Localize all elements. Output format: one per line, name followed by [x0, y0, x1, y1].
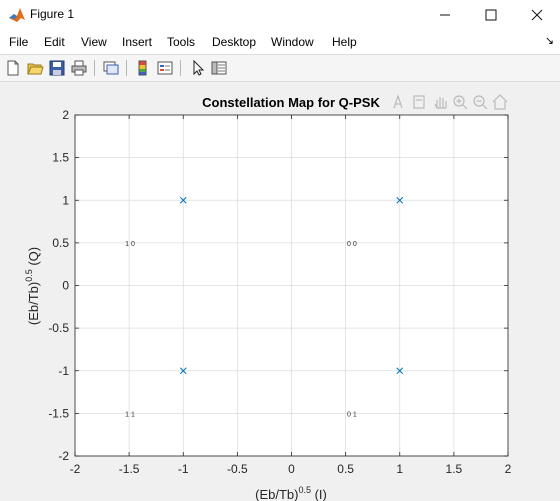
- x-tick-label: 0: [288, 462, 295, 476]
- y-axis-label-suffix: (Q): [26, 247, 41, 269]
- x-tick-label: -0.5: [227, 462, 248, 476]
- zoom-in-icon[interactable]: [453, 95, 468, 110]
- toolbar-separator: [180, 60, 181, 76]
- y-tick-label: -1.5: [48, 406, 69, 420]
- menu-file[interactable]: File: [9, 35, 29, 49]
- menu-edit[interactable]: Edit: [44, 35, 65, 49]
- data-point-marker: [396, 367, 404, 375]
- marker-stroke: [179, 367, 187, 375]
- property-inspector-icon[interactable]: [210, 59, 228, 77]
- menu-help[interactable]: Help: [332, 35, 357, 49]
- x-tick-labels: -2 -1.5 -1 -0.5 0 0.5 1 1.5 2: [70, 462, 512, 476]
- brush-icon[interactable]: [413, 95, 425, 109]
- y-tick-label: 0: [62, 279, 69, 293]
- x-tick-label: 2: [505, 462, 512, 476]
- pan-icon[interactable]: [434, 97, 447, 109]
- export-icon[interactable]: [393, 94, 403, 109]
- x-tick-label: -2: [70, 462, 81, 476]
- x-axis-label-suffix: (I): [311, 487, 327, 501]
- y-tick-label: -2: [58, 449, 69, 463]
- x-axis-label: (Eb/Tb)0.5 (I): [255, 485, 327, 501]
- point-annotation: 0 0: [347, 241, 357, 248]
- menu-tools[interactable]: Tools: [167, 35, 196, 49]
- menu-window[interactable]: Window: [271, 35, 314, 49]
- home-icon[interactable]: [492, 94, 508, 110]
- x-tick-label: 1: [396, 462, 403, 476]
- tick-marks: [74, 114, 509, 457]
- marker-stroke: [396, 367, 404, 375]
- y-axis-label-sup: 0.5: [24, 269, 34, 282]
- zoom-out-icon[interactable]: [473, 95, 488, 110]
- maximize-icon: [485, 9, 497, 21]
- chart-title: Constellation Map for Q-PSK: [202, 95, 380, 110]
- y-axis-label-base: (Eb/Tb): [26, 282, 41, 325]
- data-point-marker: [179, 196, 187, 204]
- point-annotation: 1 0: [125, 241, 135, 248]
- x-tick-label: 0.5: [337, 462, 354, 476]
- y-tick-label: -0.5: [48, 321, 69, 335]
- toolbar-separator: [94, 60, 95, 76]
- edit-plot-arrow-icon[interactable]: [188, 59, 206, 77]
- figure-toolbar: [0, 55, 560, 82]
- y-tick-label: 1.5: [52, 151, 69, 165]
- toolbar-separator: [126, 60, 127, 76]
- marker-stroke: [179, 196, 187, 204]
- matlab-logo-icon: [9, 8, 25, 22]
- constellation-plot[interactable]: -2 -1.5 -1 -0.5 0 0.5 1 1.5 2 -2-1.5-1-0.500.511…: [0, 82, 560, 501]
- x-axis-label-base: (Eb/Tb): [255, 487, 298, 501]
- menu-desktop[interactable]: Desktop: [212, 35, 257, 49]
- data-points: [179, 196, 404, 375]
- legend-icon[interactable]: [156, 59, 174, 77]
- maximize-button[interactable]: [468, 0, 514, 30]
- y-axis-label: (Eb/Tb)0.5 (Q): [24, 247, 41, 325]
- print-icon[interactable]: [70, 59, 88, 77]
- y-tick-label: 2: [62, 108, 69, 122]
- axes-toolbar: [393, 94, 508, 110]
- colorbar-icon[interactable]: [134, 59, 152, 77]
- menu-bar: File Edit View Insert Tools Desktop Wind…: [0, 30, 560, 55]
- save-icon[interactable]: [48, 59, 66, 77]
- minimize-button[interactable]: [422, 0, 468, 30]
- x-tick-label: -1: [178, 462, 189, 476]
- data-point-marker: [396, 196, 404, 204]
- menu-view[interactable]: View: [81, 35, 107, 49]
- new-figure-icon[interactable]: [4, 59, 22, 77]
- y-tick-label: 0.5: [52, 236, 69, 250]
- point-annotation: 1 1: [125, 411, 135, 418]
- close-button[interactable]: [514, 0, 560, 30]
- x-tick-label: -1.5: [119, 462, 140, 476]
- link-plot-icon[interactable]: [102, 59, 120, 77]
- marker-stroke: [396, 196, 404, 204]
- point-annotations: 1 0 0 0 1 1 0 1: [125, 241, 357, 419]
- close-icon: [531, 9, 543, 21]
- y-tick-label: 1: [62, 193, 69, 207]
- data-point-marker: [179, 367, 187, 375]
- title-bar: Figure 1: [0, 0, 560, 30]
- menu-insert[interactable]: Insert: [122, 35, 153, 49]
- minimize-icon: [440, 14, 450, 16]
- x-tick-label: 1.5: [446, 462, 463, 476]
- y-tick-labels: -2 -1.5 -1 -0.5 0 0.5 1 1.5 2: [48, 108, 69, 463]
- y-tick-label: -1: [58, 364, 69, 378]
- x-axis-label-sup: 0.5: [298, 485, 311, 495]
- point-annotation: 0 1: [347, 411, 357, 418]
- open-file-icon[interactable]: [26, 59, 44, 77]
- window-title: Figure 1: [30, 7, 75, 21]
- dock-arrow-icon[interactable]: ↘: [544, 35, 554, 47]
